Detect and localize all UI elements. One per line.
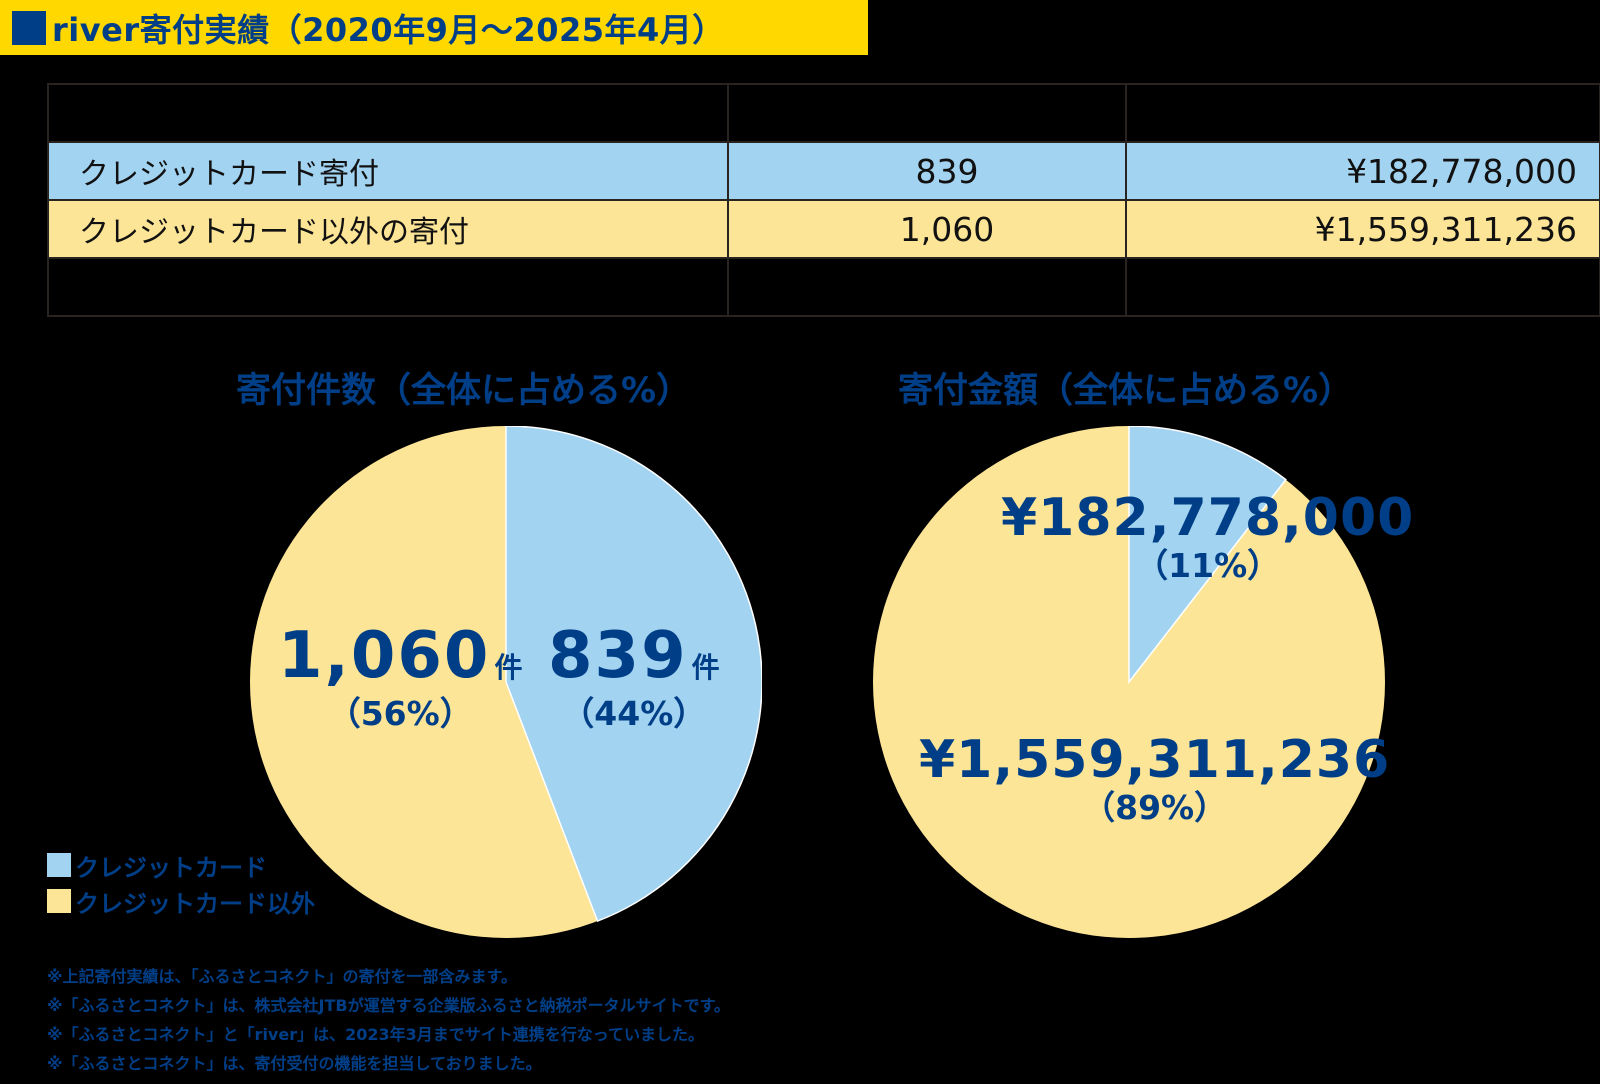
row-count: 839 xyxy=(727,141,1127,201)
count-pie-svg xyxy=(250,426,762,938)
footnote: ※上記寄付実績は、「ふるさとコネクト」の寄付を一部含みます。 xyxy=(47,967,517,986)
row-label: クレジットカード以外の寄付 xyxy=(47,199,729,259)
count-label-non-credit: 1,060 件 （56%） xyxy=(278,624,522,734)
count-percent: （44%） xyxy=(561,694,707,733)
header-cell xyxy=(47,83,729,143)
header-cell xyxy=(727,83,1127,143)
total-cell xyxy=(1125,257,1600,317)
table-header-row xyxy=(47,83,1600,143)
legend-label: クレジットカード以外 xyxy=(75,889,315,918)
count-value: 1,060 xyxy=(278,619,491,693)
legend-swatch-icon xyxy=(47,889,71,913)
page-title: river寄付実績（2020年9月〜2025年4月） xyxy=(52,10,725,49)
donation-summary-table: クレジットカード寄付 839 ¥182,778,000 クレジットカード以外の寄… xyxy=(47,83,1600,317)
amount-chart-title: 寄付金額（全体に占める%） xyxy=(898,371,1354,411)
count-unit: 件 xyxy=(494,651,523,684)
amount-percent: （89%） xyxy=(1082,788,1228,827)
row-amount: ¥1,559,311,236 xyxy=(1125,199,1600,259)
amount-label-non-credit: ¥1,559,311,236 （89%） xyxy=(919,734,1390,828)
amount-pie-svg xyxy=(873,426,1385,938)
slice-credit-card xyxy=(1128,426,1287,685)
count-pie-chart: 1,060 件 （56%） 839 件 （44%） xyxy=(250,426,762,938)
header-cell xyxy=(1125,83,1600,143)
total-cell xyxy=(727,257,1127,317)
row-amount: ¥182,778,000 xyxy=(1125,141,1600,201)
legend-label: クレジットカード xyxy=(75,853,267,882)
slice-credit-card xyxy=(505,426,762,923)
footnotes: ※上記寄付実績は、「ふるさとコネクト」の寄付を一部含みます。 ※「ふるさとコネク… xyxy=(47,962,730,1078)
title-square-icon xyxy=(12,10,46,45)
count-label-credit: 839 件 （44%） xyxy=(548,624,720,734)
row-label: クレジットカード寄付 xyxy=(47,141,729,201)
amount-value: ¥182,778,000 xyxy=(1001,488,1415,548)
amount-label-credit: ¥182,778,000 （11%） xyxy=(1001,492,1414,586)
count-chart-title: 寄付件数（全体に占める%） xyxy=(236,371,692,411)
title-bar: river寄付実績（2020年9月〜2025年4月） xyxy=(0,0,868,55)
amount-pie-chart: ¥182,778,000 （11%） ¥1,559,311,236 （89%） xyxy=(873,426,1413,938)
footnote: ※「ふるさとコネクト」と「river」は、2023年3月までサイト連携を行なって… xyxy=(47,1025,704,1044)
count-unit: 件 xyxy=(691,651,720,684)
footnote: ※「ふるさとコネクト」は、株式会社JTBが運営する企業版ふるさと納税ポータルサイ… xyxy=(47,996,731,1015)
legend-item-credit-card: クレジットカード xyxy=(47,850,315,882)
count-value: 839 xyxy=(548,619,688,693)
legend-swatch-icon xyxy=(47,853,71,877)
total-cell xyxy=(47,257,729,317)
table-row-credit-card: クレジットカード寄付 839 ¥182,778,000 xyxy=(47,141,1600,201)
legend-item-non-credit-card: クレジットカード以外 xyxy=(47,886,315,918)
footnote: ※「ふるさとコネクト」は、寄付受付の機能を担当しておりました。 xyxy=(47,1054,542,1073)
chart-legend: クレジットカード クレジットカード以外 xyxy=(47,850,315,922)
table-total-row xyxy=(47,257,1600,317)
amount-percent: （11%） xyxy=(1135,546,1281,585)
row-count: 1,060 xyxy=(727,199,1127,259)
amount-value: ¥1,559,311,236 xyxy=(919,730,1391,790)
table-row-non-credit-card: クレジットカード以外の寄付 1,060 ¥1,559,311,236 xyxy=(47,199,1600,259)
count-percent: （56%） xyxy=(327,694,473,733)
